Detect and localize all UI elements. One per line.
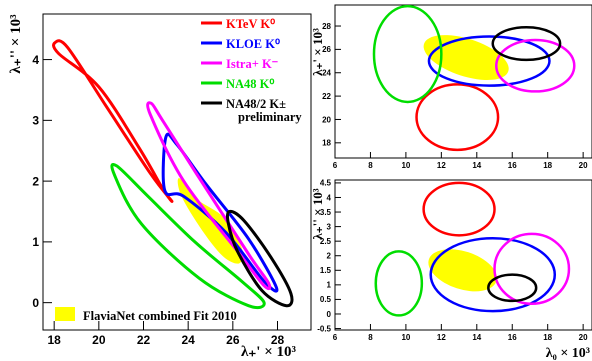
bottom-right-y-axis-label: λ₊'' × 10³ <box>310 188 325 239</box>
br-x-tick-label-18: 18 <box>543 333 552 342</box>
top-right-plot-frame <box>334 4 592 159</box>
br-y-tick-label-2-5: 2.5 <box>320 237 332 246</box>
tr-y-tick-label-22: 22 <box>322 92 331 101</box>
left-y-tick-label-3: 3 <box>32 114 39 128</box>
left-x-tick-label-26: 26 <box>226 333 240 347</box>
tr-y-tick-label-20: 20 <box>322 115 331 124</box>
bottom-right-plot-content <box>374 181 571 317</box>
br-y-tick-label-1: 1 <box>327 281 332 290</box>
tr-istra-k-ellipse <box>495 38 576 93</box>
legend-swatch-flavianet-fit <box>55 307 75 321</box>
bottom-right-panel: 6 8 10 12 14 16 18 20 -0.5 0 0.5 1 1.5 2 2.5 3 3.5 4 4.5 λ… <box>310 179 592 361</box>
left-istra-k-ellipse <box>146 101 272 291</box>
br-y-tick-label-0-5: 0.5 <box>320 295 332 304</box>
left-plot-content <box>52 39 294 310</box>
legend-label-kloe-k: KLOE K⁰ <box>226 37 281 51</box>
br-na48-k-ellipse <box>374 250 424 317</box>
br-y-tick-label-3: 3 <box>327 222 332 231</box>
left-y-axis-label: λ₊'' × 10³ <box>8 14 24 74</box>
bottom-right-plot-frame <box>334 179 592 331</box>
legend-label-na48-k: NA48 K⁰ <box>226 77 275 91</box>
bottom-right-axis-ticks: 6 8 10 12 14 16 18 20 -0.5 0 0.5 1 1.5 2 2.5 3 3.5 4 4.5 <box>317 179 588 342</box>
tr-x-tick-label-6: 6 <box>333 161 338 170</box>
tr-x-tick-label-10: 10 <box>401 161 410 170</box>
br-istra-k-ellipse <box>493 232 571 306</box>
left-y-tick-label-2: 2 <box>32 174 39 188</box>
br-ktev-k-ellipse <box>422 181 496 237</box>
left-x-tick-label-20: 20 <box>92 333 106 347</box>
legend-label-na48-2-k: NA48/2 K± <box>226 97 286 111</box>
top-right-panel: 6 8 10 12 14 16 18 20 18 20 22 24 26 28 λ₊' × 10³ <box>310 4 592 170</box>
tr-y-tick-label-18: 18 <box>322 139 331 148</box>
top-right-axis-ticks: 6 8 10 12 14 16 18 20 18 20 22 24 26 28 <box>322 22 588 170</box>
left-series-group <box>52 39 294 310</box>
tr-y-tick-label-26: 26 <box>322 45 331 54</box>
left-axis-ticks: 18 20 22 24 26 28 0 1 2 3 4 <box>32 53 284 347</box>
br-x-tick-label-12: 12 <box>437 333 446 342</box>
tr-y-tick-label-28: 28 <box>322 22 331 31</box>
br-x-tick-label-20: 20 <box>579 333 588 342</box>
left-y-tick-label-1: 1 <box>32 235 39 249</box>
br-x-tick-label-14: 14 <box>472 333 481 342</box>
left-flavianet-combined-fit-2010-region <box>177 178 244 264</box>
bottom-right-x-axis-label: λ₀ × 10³ <box>546 346 590 361</box>
br-y-tick-label-2: 2 <box>327 252 332 261</box>
legend-label-istra-k: Istra+ K⁻ <box>226 57 279 71</box>
legend-label-preliminary: preliminary <box>238 110 302 124</box>
br-y-tick-label-4-5: 4.5 <box>320 179 332 188</box>
tr-x-tick-label-18: 18 <box>543 161 552 170</box>
left-panel: 18 20 22 24 26 28 0 1 2 3 4 KTeV K⁰ KLOE K⁰ Istra+ K… <box>8 13 312 360</box>
tr-flavianet-combined-fit-2010-region <box>423 35 509 80</box>
tr-na48-2-k-ellipse <box>491 25 562 62</box>
tr-series-group <box>372 5 576 152</box>
left-na48-k-ellipse <box>110 163 266 310</box>
br-series-group <box>374 181 571 317</box>
br-x-tick-label-10: 10 <box>401 333 410 342</box>
br-x-tick-label-6: 6 <box>333 333 338 342</box>
top-right-y-axis-label: λ₊' × 10³ <box>310 28 325 76</box>
tr-x-tick-label-20: 20 <box>579 161 588 170</box>
br-y-tick-label-0-5: -0.5 <box>317 324 331 333</box>
left-plot-frame <box>42 13 312 331</box>
br-y-tick-label-4: 4 <box>327 193 332 202</box>
tr-x-tick-label-12: 12 <box>437 161 446 170</box>
left-x-tick-label-24: 24 <box>181 333 195 347</box>
br-flavianet-combined-fit-2010-region <box>428 249 497 292</box>
left-na48-2-k-ellipse <box>225 209 294 308</box>
br-y-tick-label-3-5: 3.5 <box>320 208 332 217</box>
left-x-axis-label: λ₊' × 10³ <box>241 344 297 360</box>
tr-x-tick-label-8: 8 <box>368 161 373 170</box>
tr-kloe-k-ellipse <box>427 35 551 87</box>
tr-x-tick-label-16: 16 <box>508 161 517 170</box>
left-y-tick-label-4: 4 <box>32 53 39 67</box>
tr-x-tick-label-14: 14 <box>472 161 481 170</box>
left-x-tick-label-18: 18 <box>47 333 61 347</box>
br-x-tick-label-16: 16 <box>508 333 517 342</box>
tr-ktev-k-ellipse <box>415 83 500 152</box>
left-x-tick-label-28: 28 <box>271 333 285 347</box>
br-y-tick-label-0: 0 <box>327 310 332 319</box>
legend-label-ktev-k: KTeV K⁰ <box>226 17 276 31</box>
br-x-tick-label-8: 8 <box>368 333 373 342</box>
left-x-tick-label-22: 22 <box>137 333 151 347</box>
top-right-plot-content <box>372 5 576 152</box>
br-kloe-k-ellipse <box>429 237 557 313</box>
legend-label-flavianet-fit: FlaviaNet combined Fit 2010 <box>83 309 237 323</box>
left-ktev-k-ellipse <box>52 39 174 203</box>
br-na48-2-k-ellipse <box>487 273 538 303</box>
tr-na48-k-ellipse <box>372 5 443 104</box>
left-legend: KTeV K⁰ KLOE K⁰ Istra+ K⁻ NA48 K⁰ NA48/2 K±p… <box>55 17 302 323</box>
br-y-tick-label-1-5: 1.5 <box>320 266 332 275</box>
tr-y-tick-label-24: 24 <box>322 69 331 78</box>
left-y-tick-label-0: 0 <box>32 296 39 310</box>
